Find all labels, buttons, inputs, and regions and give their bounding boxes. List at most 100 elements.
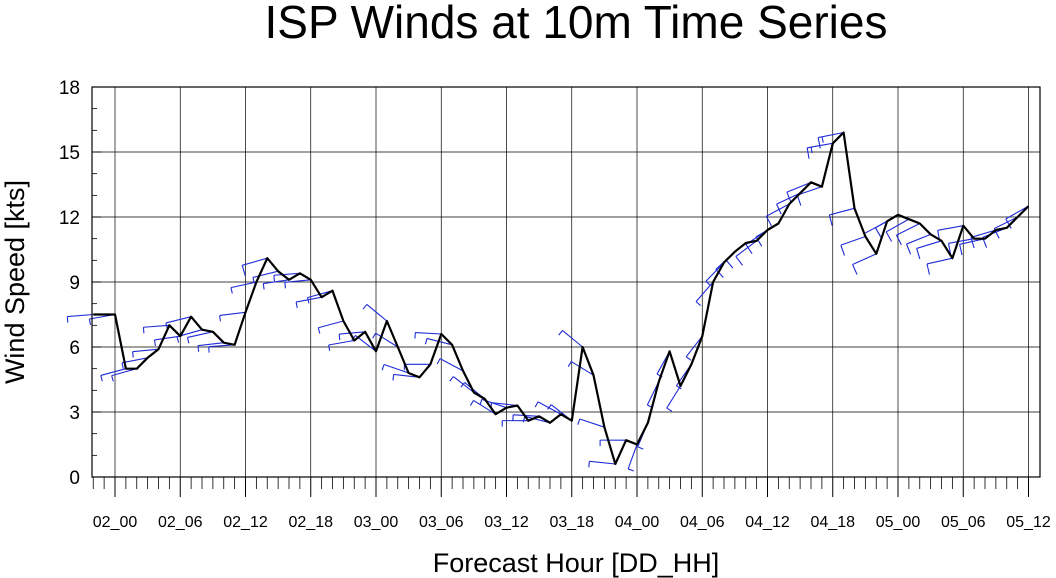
wind-barb-feather xyxy=(547,404,552,410)
wind-barb-staff xyxy=(937,225,964,231)
wind-barb-staff xyxy=(165,316,192,324)
wind-barb-staff xyxy=(840,235,866,246)
wind-barb-staff xyxy=(197,342,224,347)
wind-barb-feather xyxy=(567,361,572,367)
wind-barb-staff xyxy=(154,335,181,341)
wind-barb-staff xyxy=(263,279,290,285)
wind-barb-feather xyxy=(153,339,156,346)
wind-barb-feather xyxy=(817,137,821,149)
wind-barb-staff xyxy=(375,332,399,348)
grid xyxy=(92,87,1040,477)
x-tick-label: 02_12 xyxy=(223,514,268,531)
wind-barb-feather xyxy=(306,297,310,304)
x-tick-label: 04_06 xyxy=(680,514,725,531)
wind-barb-feather xyxy=(852,264,858,275)
wind-barb-staff xyxy=(366,304,388,322)
y-tick-label: 18 xyxy=(59,78,80,99)
wind-barb-feather xyxy=(1005,218,1012,229)
wind-barb-staff xyxy=(328,339,355,346)
wind-barb-staff xyxy=(906,233,931,245)
x-tick-label: 02_00 xyxy=(93,514,138,531)
wind-barb-feather xyxy=(666,407,673,412)
axis-ticks: 0 3 6 9 12 15 18 02_00 02_06 02_12 02_18 03_00 03_06… xyxy=(59,78,1051,531)
x-tick-label: 05_06 xyxy=(941,514,986,531)
wind-barb-staff xyxy=(318,320,344,329)
wind-barb-staff xyxy=(524,415,551,424)
y-axis-label: Wind Speed [kts] xyxy=(0,180,30,384)
wind-barb-staff xyxy=(242,257,268,266)
x-tick-label: 04_18 xyxy=(811,514,856,531)
wind-barb-staff xyxy=(219,311,246,316)
wind-barb-feather xyxy=(479,399,483,406)
wind-barb-staff xyxy=(948,238,975,244)
wind-barb-feather xyxy=(460,382,466,388)
wind-barb-feather xyxy=(806,147,810,159)
wind-barb-feather xyxy=(424,338,428,345)
wind-barb-staff xyxy=(111,368,137,377)
wind-barb-feather xyxy=(132,351,134,358)
wind-barb-feather xyxy=(362,304,368,310)
x-tick-label: 04_12 xyxy=(745,514,790,531)
wind-speed-series-line xyxy=(93,131,1030,466)
x-tick-label: 03_00 xyxy=(354,514,399,531)
wind-barb-staff xyxy=(252,270,279,278)
wind-barb-feather xyxy=(821,136,824,143)
wind-barb-staff xyxy=(513,414,540,417)
wind-barb-staff xyxy=(666,385,681,409)
wind-barb-feather xyxy=(577,418,581,425)
wind-barb-feather xyxy=(725,259,734,269)
wind-barb-staff xyxy=(132,348,159,353)
wind-barb-staff xyxy=(562,330,583,348)
y-tick-label: 3 xyxy=(69,403,80,424)
wind-barb-feather xyxy=(241,265,246,277)
wind-barb-feather xyxy=(970,237,975,249)
wind-barb-feather xyxy=(840,244,846,256)
wind-barb-staff xyxy=(829,207,855,216)
x-tick-label: 04_00 xyxy=(615,514,660,531)
wind-barb-feather xyxy=(295,301,298,309)
wind-barb-feather xyxy=(810,147,813,154)
wind-barb-staff xyxy=(579,418,605,428)
wind-barbs xyxy=(66,131,1029,472)
wind-barb-staff xyxy=(208,344,235,348)
wind-barb-feather xyxy=(916,248,921,260)
wind-barb-feather xyxy=(100,375,103,382)
y-tick-label: 0 xyxy=(69,468,80,489)
wind-barb-staff xyxy=(339,331,366,335)
wind-barb-feather xyxy=(745,244,753,254)
wind-barb-staff xyxy=(852,253,877,266)
wind-barb-staff xyxy=(415,331,442,335)
wind-barb-feather xyxy=(705,280,711,286)
wind-barb-feather xyxy=(637,446,644,450)
wind-barb-feather xyxy=(735,256,743,266)
wind-barb-staff xyxy=(994,216,1018,229)
x-tick-label: 03_12 xyxy=(484,514,529,531)
wind-barb-staff xyxy=(970,229,997,238)
wind-barb-feather xyxy=(786,191,792,203)
wind-barb-staff xyxy=(67,313,94,318)
wind-barb-feather xyxy=(469,400,475,406)
wind-barb-feather xyxy=(959,244,963,256)
wind-barb-feather xyxy=(588,461,590,468)
wind-barb-feather xyxy=(230,287,233,294)
wind-barb-staff xyxy=(1005,205,1029,220)
wind-barb-staff xyxy=(537,401,562,415)
wind-barb-staff xyxy=(393,373,420,378)
x-tick-label: 03_18 xyxy=(550,514,595,531)
x-tick-label: 05_12 xyxy=(1006,514,1051,531)
wind-barb-feather xyxy=(874,227,882,238)
chart-title: ISP Winds at 10m Time Series xyxy=(265,0,888,48)
wind-barb-feather xyxy=(947,243,952,255)
wind-barb-staff xyxy=(685,335,703,357)
x-tick-label: 02_18 xyxy=(289,514,334,531)
wind-barb-staff xyxy=(273,272,300,276)
wind-barb-feather xyxy=(906,243,912,255)
wind-barb-feather xyxy=(219,315,221,322)
wind-barb-feather xyxy=(111,375,114,382)
wind-barb-feather xyxy=(627,468,634,472)
wind-barb-staff xyxy=(797,186,823,196)
wind-barb-feather xyxy=(317,327,321,334)
wind-barb-staff xyxy=(439,358,464,372)
x-tick-label: 05_00 xyxy=(876,514,921,531)
